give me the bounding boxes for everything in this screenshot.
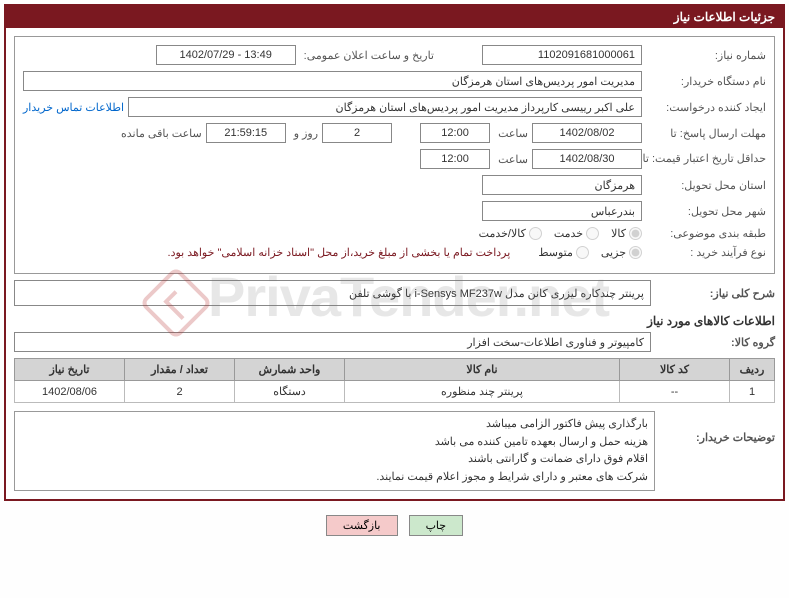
time-label-2: ساعت (494, 153, 528, 166)
th-unit: واحد شمارش (235, 359, 345, 381)
th-qty: تعداد / مقدار (125, 359, 235, 381)
td-unit: دستگاه (235, 381, 345, 403)
td-row: 1 (730, 381, 775, 403)
th-row: ردیف (730, 359, 775, 381)
desc-field: پرینتر چندکاره لیزری کانن مدل i-Sensys M… (14, 280, 651, 306)
proc-radio-medium[interactable]: متوسط (538, 246, 589, 259)
proc-radio-small[interactable]: جزیی (601, 246, 642, 259)
buyer-contact-link[interactable]: اطلاعات تماس خریدار (23, 101, 124, 114)
process-label: نوع فرآیند خرید : (646, 246, 766, 259)
delivery-city-label: شهر محل تحویل: (646, 205, 766, 218)
days-remaining: 2 (322, 123, 392, 143)
print-button[interactable]: چاپ (409, 515, 464, 536)
cat-radio-both[interactable]: کالا/خدمت (479, 227, 542, 240)
price-valid-time: 12:00 (420, 149, 490, 169)
td-date: 1402/08/06 (15, 381, 125, 403)
process-radio-group: جزیی متوسط (538, 246, 642, 259)
days-and-label: روز و (290, 127, 318, 140)
delivery-province-field: هرمزگان (482, 175, 642, 195)
category-radio-group: کالا خدمت کالا/خدمت (479, 227, 642, 240)
buyer-note-line: هزینه حمل و ارسال بعهده تامین کننده می ب… (21, 434, 648, 452)
time-remaining: 21:59:15 (206, 123, 286, 143)
price-valid-label: حداقل تاریخ اعتبار قیمت: تا تاریخ: (646, 152, 766, 166)
delivery-province-label: استان محل تحویل: (646, 179, 766, 192)
delivery-city-field: بندرعباس (482, 201, 642, 221)
buyer-org-label: نام دستگاه خریدار: (646, 75, 766, 88)
announce-field: 1402/07/29 - 13:49 (156, 45, 296, 65)
buyer-notes-box: بارگذاری پیش فاکتور الزامی میباشد هزینه … (14, 411, 655, 491)
time-label-1: ساعت (494, 127, 528, 140)
need-no-label: شماره نیاز: (646, 49, 766, 62)
desc-label: شرح کلی نیاز: (655, 287, 775, 300)
items-section-title: اطلاعات کالاهای مورد نیاز (14, 314, 775, 328)
main-info-box: شماره نیاز: 1102091681000061 تاریخ و ساع… (14, 36, 775, 274)
th-code: کد کالا (620, 359, 730, 381)
reply-deadline-label: مهلت ارسال پاسخ: تا (646, 127, 766, 140)
group-label: گروه کالا: (655, 336, 775, 349)
panel-title: جزئیات اطلاعات نیاز (6, 6, 783, 28)
requester-label: ایجاد کننده درخواست: (646, 101, 766, 114)
table-row: 1 -- پرینتر چند منظوره دستگاه 2 1402/08/… (15, 381, 775, 403)
back-button[interactable]: بازگشت (326, 515, 398, 536)
buyer-notes-label: توضیحات خریدار: (655, 411, 775, 444)
td-code: -- (620, 381, 730, 403)
requester-field: علی اکبر رییسی کارپرداز مدیریت امور پردی… (128, 97, 642, 117)
buyer-note-line: شرکت های معتبر و دارای شرایط و مجوز اعلا… (21, 469, 648, 487)
remaining-suffix: ساعت باقی مانده (117, 127, 202, 140)
cat-radio-khedmat[interactable]: خدمت (554, 227, 599, 240)
th-name: نام کالا (345, 359, 620, 381)
buyer-note-line: بارگذاری پیش فاکتور الزامی میباشد (21, 416, 648, 434)
cat-radio-kala[interactable]: کالا (611, 227, 642, 240)
td-qty: 2 (125, 381, 235, 403)
price-valid-date: 1402/08/30 (532, 149, 642, 169)
group-field: کامپیوتر و فناوری اطلاعات-سخت افزار (14, 332, 651, 352)
button-row: چاپ بازگشت (0, 505, 789, 550)
payment-note: پرداخت تمام یا بخشی از مبلغ خرید،از محل … (168, 246, 511, 259)
details-panel: جزئیات اطلاعات نیاز شماره نیاز: 11020916… (4, 4, 785, 501)
need-no-field: 1102091681000061 (482, 45, 642, 65)
buyer-note-line: اقلام فوق دارای ضمانت و گارانتی باشند (21, 451, 648, 469)
announce-label: تاریخ و ساعت اعلان عمومی: (300, 49, 434, 62)
buyer-org-field: مدیریت امور پردیس‌های استان هرمزگان (23, 71, 642, 91)
items-table: ردیف کد کالا نام کالا واحد شمارش تعداد /… (14, 358, 775, 403)
reply-deadline-date: 1402/08/02 (532, 123, 642, 143)
category-label: طبقه بندی موضوعی: (646, 227, 766, 240)
table-header-row: ردیف کد کالا نام کالا واحد شمارش تعداد /… (15, 359, 775, 381)
td-name: پرینتر چند منظوره (345, 381, 620, 403)
th-date: تاریخ نیاز (15, 359, 125, 381)
reply-deadline-time: 12:00 (420, 123, 490, 143)
